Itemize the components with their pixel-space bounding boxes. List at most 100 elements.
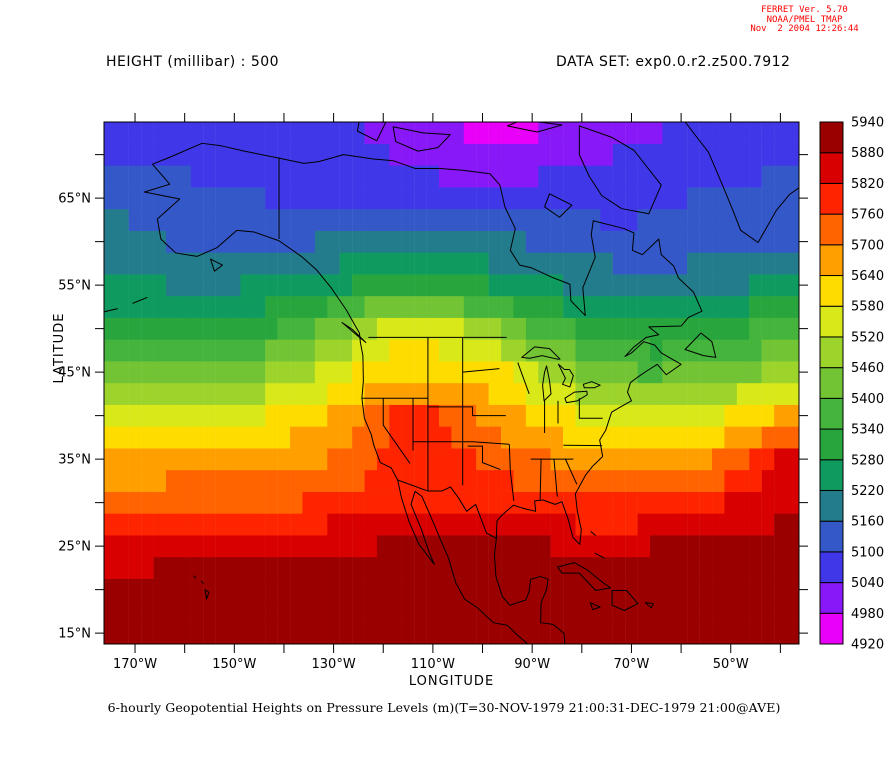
heatmap-cell bbox=[662, 208, 675, 231]
heatmap-cell bbox=[153, 448, 167, 471]
heatmap-cell bbox=[128, 252, 142, 275]
x-axis-title: LONGITUDE bbox=[408, 674, 495, 689]
heatmap-cell bbox=[215, 361, 229, 384]
x-tick-label: 110°W bbox=[411, 657, 455, 672]
heatmap-cell bbox=[463, 122, 477, 144]
heatmap-cell bbox=[625, 382, 638, 405]
heatmap-cell bbox=[364, 361, 378, 384]
heatmap-cell bbox=[451, 513, 465, 536]
heatmap-cell bbox=[550, 143, 564, 166]
heatmap-cell bbox=[538, 491, 551, 514]
heatmap-cell bbox=[364, 143, 378, 166]
heatmap-cell bbox=[463, 448, 477, 471]
heatmap-cell bbox=[190, 230, 204, 253]
heatmap-cell bbox=[389, 230, 402, 253]
heatmap-cell bbox=[339, 252, 353, 275]
heatmap-cell bbox=[550, 491, 564, 514]
heatmap-cell bbox=[463, 535, 477, 558]
heatmap-cell bbox=[178, 339, 191, 362]
heatmap-cell bbox=[215, 252, 229, 275]
heatmap-cell bbox=[103, 535, 117, 558]
heatmap-cell bbox=[389, 535, 402, 558]
colorbar-level-label: 5640 bbox=[851, 269, 884, 284]
heatmap-cell bbox=[476, 122, 489, 144]
heatmap-cell bbox=[538, 122, 551, 144]
heatmap-cell bbox=[687, 187, 700, 210]
heatmap-cell bbox=[563, 230, 576, 253]
heatmap-cell bbox=[687, 513, 700, 536]
x-tick-label: 130°W bbox=[312, 657, 356, 672]
heatmap-cell bbox=[389, 513, 402, 536]
heatmap-cell bbox=[674, 448, 688, 471]
heatmap-cell bbox=[364, 122, 378, 144]
heatmap-cell bbox=[252, 230, 266, 253]
heatmap-cell bbox=[116, 491, 129, 514]
heatmap-cell bbox=[165, 252, 179, 275]
heatmap-cell bbox=[662, 578, 675, 601]
heatmap-cell bbox=[352, 122, 365, 144]
heatmap-cell bbox=[327, 600, 340, 623]
heatmap-cell bbox=[786, 600, 800, 623]
heatmap-cell bbox=[153, 600, 167, 623]
heatmap-cell bbox=[749, 187, 762, 210]
heatmap-cell bbox=[401, 339, 415, 362]
heatmap-cell bbox=[414, 317, 427, 340]
heatmap-cell bbox=[736, 252, 750, 275]
heatmap-cell bbox=[488, 622, 502, 645]
heatmap-cell bbox=[302, 491, 316, 514]
heatmap-cell bbox=[339, 513, 353, 536]
heatmap-cell bbox=[575, 404, 589, 427]
x-tick-label: 50°W bbox=[713, 657, 749, 672]
heatmap-cell bbox=[277, 513, 291, 536]
heatmap-cell bbox=[252, 361, 266, 384]
heatmap-cell bbox=[141, 556, 154, 579]
heatmap-cell bbox=[153, 295, 167, 318]
colorbar-cell bbox=[819, 275, 844, 307]
heatmap-cell bbox=[525, 404, 539, 427]
x-tick-label: 70°W bbox=[614, 657, 650, 672]
heatmap-cell bbox=[712, 578, 725, 601]
heatmap-cell bbox=[314, 448, 328, 471]
heatmap-cell bbox=[252, 165, 266, 188]
heatmap-cell bbox=[327, 143, 340, 166]
heatmap-cell bbox=[327, 426, 340, 449]
heatmap-cell bbox=[389, 252, 402, 275]
coastline-path bbox=[201, 581, 203, 584]
heatmap-cell bbox=[438, 165, 452, 188]
heatmap-cell bbox=[153, 535, 167, 558]
heatmap-cell bbox=[538, 426, 551, 449]
heatmap-cell bbox=[761, 274, 775, 297]
heatmap-cell bbox=[302, 426, 316, 449]
heatmap-cell bbox=[699, 535, 713, 558]
heatmap-cell bbox=[215, 208, 229, 231]
heatmap-cell bbox=[265, 491, 278, 514]
heatmap-cell bbox=[389, 317, 402, 340]
heatmap-cell bbox=[724, 143, 738, 166]
heatmap-cell bbox=[575, 448, 589, 471]
colorbar-level-label: 5760 bbox=[851, 208, 884, 223]
heatmap-cell bbox=[190, 317, 204, 340]
heatmap-cell bbox=[513, 469, 527, 492]
heatmap-cell bbox=[215, 556, 229, 579]
heatmap-cell bbox=[625, 404, 638, 427]
heatmap-cell bbox=[438, 295, 452, 318]
heatmap-cell bbox=[612, 143, 626, 166]
heatmap-cell bbox=[426, 600, 440, 623]
coastline-path bbox=[540, 459, 541, 500]
heatmap-cell bbox=[699, 295, 713, 318]
heatmap-cell bbox=[724, 622, 738, 645]
heatmap-cell bbox=[736, 513, 750, 536]
heatmap-cell bbox=[625, 578, 638, 601]
heatmap-cell bbox=[724, 317, 738, 340]
heatmap-cell bbox=[314, 317, 328, 340]
heatmap-cell bbox=[339, 535, 353, 558]
heatmap-cell bbox=[736, 143, 750, 166]
heatmap-cell bbox=[290, 230, 303, 253]
heatmap-cell bbox=[501, 252, 514, 275]
heatmap-cell bbox=[228, 556, 241, 579]
heatmap-cell bbox=[625, 469, 638, 492]
coastline-path bbox=[507, 120, 562, 132]
heatmap-cell bbox=[401, 165, 415, 188]
heatmap-cell bbox=[376, 513, 390, 536]
heatmap-cell bbox=[141, 339, 154, 362]
